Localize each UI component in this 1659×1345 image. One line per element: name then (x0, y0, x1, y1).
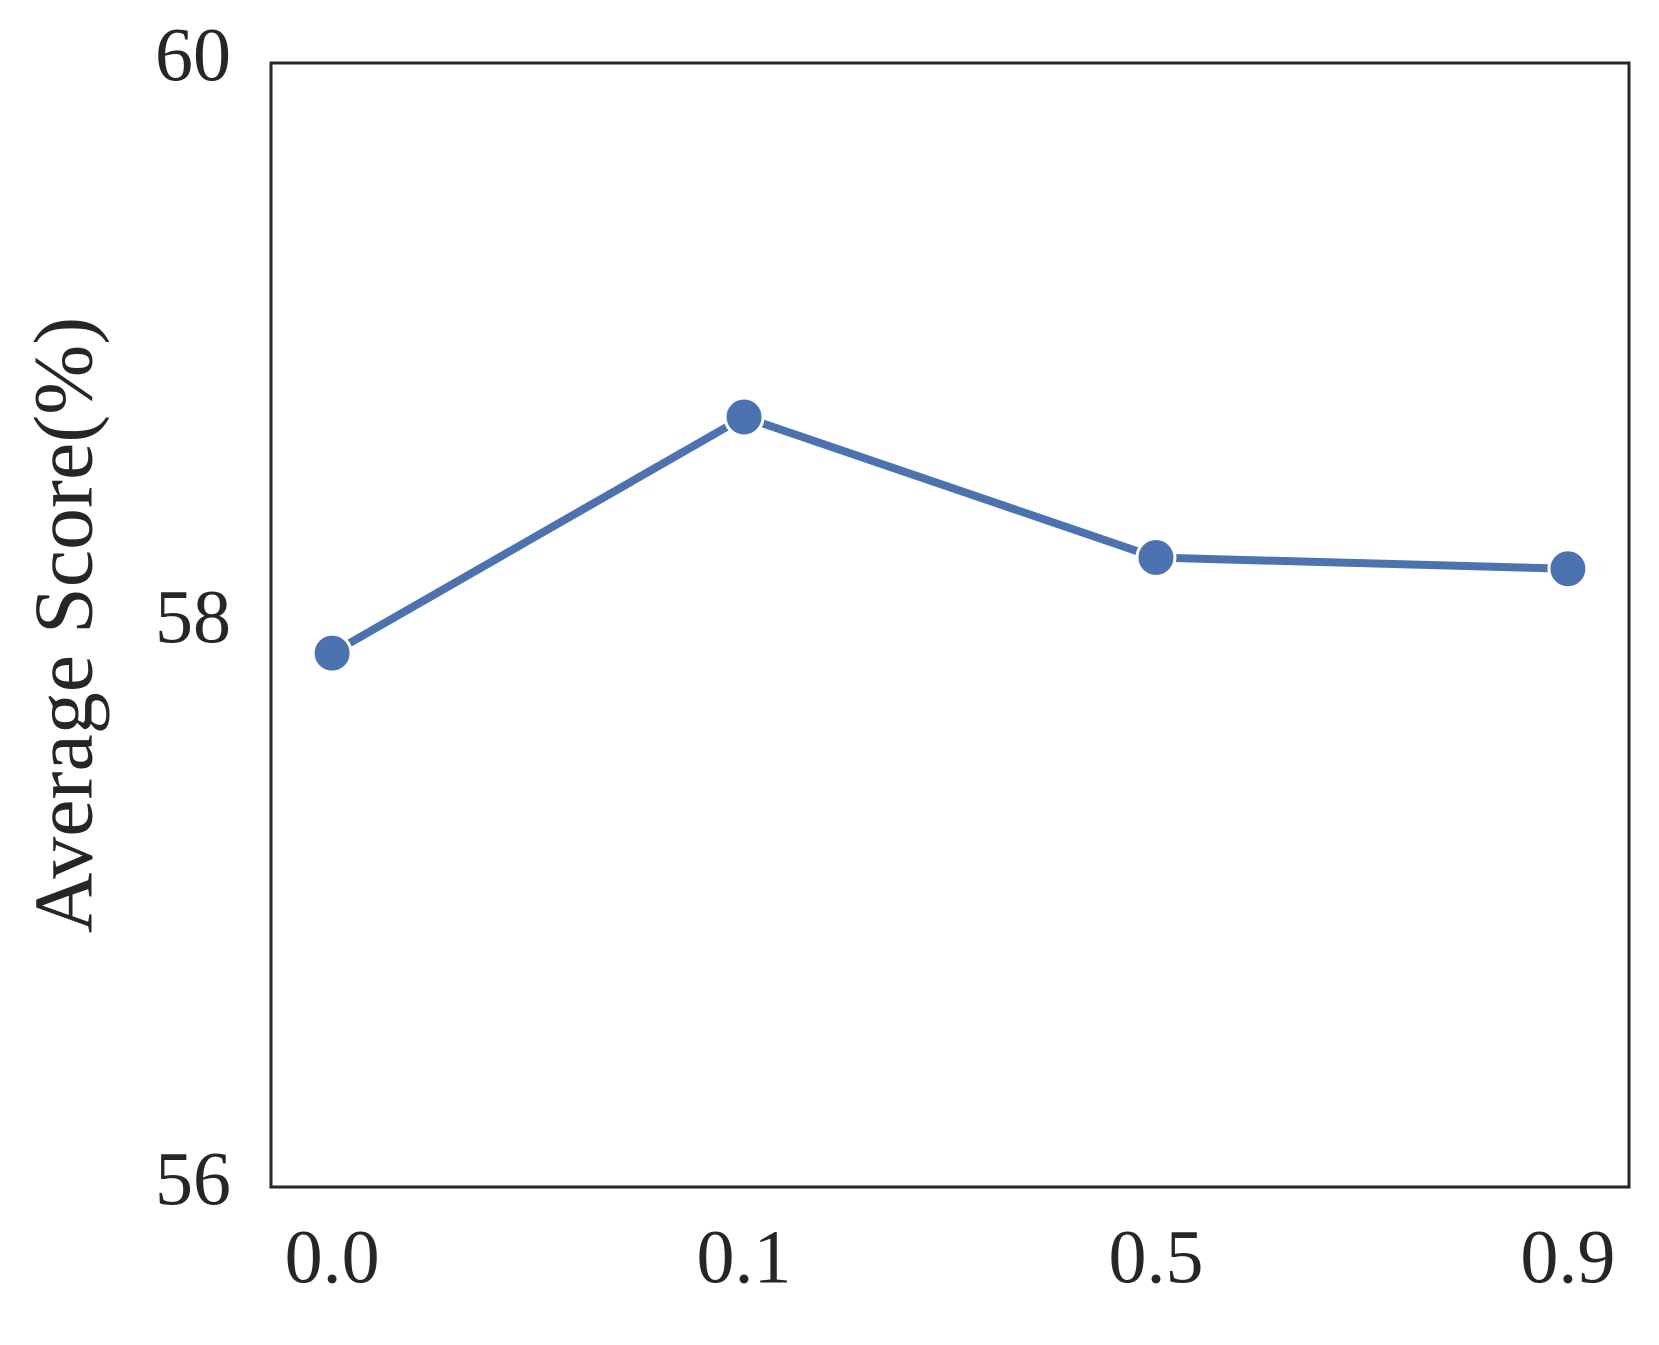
x-tick-label: 0.0 (285, 1215, 380, 1299)
x-tick-label: 0.1 (697, 1215, 792, 1299)
y-tick-label: 56 (155, 1137, 231, 1221)
point (311, 632, 353, 674)
point (723, 396, 765, 438)
plot-frame (269, 61, 1631, 1189)
point (1547, 548, 1589, 590)
y-axis-label: Average Score(%) (17, 317, 110, 933)
line (330, 413, 1568, 657)
y-tick-label: 60 (155, 13, 231, 97)
x-tick-label: 0.5 (1108, 1215, 1203, 1299)
y-tick-label: 58 (155, 575, 231, 659)
x-tick-label: 0.9 (1520, 1215, 1615, 1299)
point (1135, 537, 1177, 579)
